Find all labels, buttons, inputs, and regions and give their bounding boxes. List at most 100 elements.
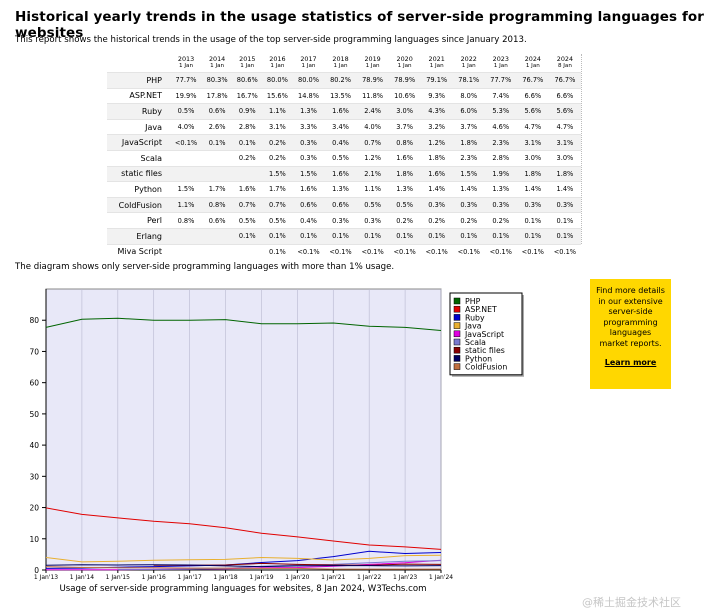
usage-value: <0.1%	[553, 247, 577, 256]
plot-area	[45, 288, 442, 571]
usage-value: 14.8%	[298, 91, 319, 100]
language-name: JavaScript	[107, 134, 170, 151]
legend-swatch	[453, 314, 461, 321]
column-date: 8 Jan	[557, 63, 572, 69]
legend-swatch	[453, 363, 461, 370]
usage-value: 0.3%	[364, 216, 381, 225]
usage-value: 3.0%	[556, 154, 574, 163]
column-date: 1 Jan	[461, 63, 476, 69]
usage-value: 3.7%	[460, 123, 478, 132]
usage-value: <0.1%	[329, 247, 352, 256]
language-name: Ruby	[107, 103, 170, 120]
column-year: 2015	[239, 55, 256, 63]
usage-value: 1.2%	[420, 134, 453, 151]
year-column-header: 2024 8 Jan	[549, 54, 581, 73]
usage-value	[202, 166, 233, 182]
learn-more-link[interactable]: Learn more	[604, 357, 657, 367]
usage-value: <0.1%	[457, 247, 480, 256]
usage-value: 1.8%	[548, 166, 581, 182]
x-tick-label: 1 Jan'14	[70, 574, 94, 581]
usage-value: 76.7%	[516, 72, 549, 89]
table-row: Java 4.0% 2.6% 2.8% 3.1% 3.3% 3.4% 4.0% 3.7% 3.2%…	[107, 119, 581, 135]
series-line-java	[45, 554, 442, 563]
column-date: 1 Jan	[301, 63, 316, 69]
intro-text: This report shows the historical trends …	[15, 35, 527, 45]
usage-value: 0.1%	[548, 228, 581, 245]
language-name: Perl	[147, 216, 162, 226]
usage-value: 2.3%	[460, 154, 478, 163]
usage-value: 4.0%	[177, 123, 195, 132]
usage-value: 0.3%	[332, 216, 349, 225]
usage-value: 4.7%	[556, 123, 574, 132]
table-row: static files 1.5% 1.5% 1.6% 2.1% 1.8% 1.6% 1.5%…	[107, 166, 581, 182]
usage-value: 0.1%	[388, 228, 421, 245]
usage-value: 0.6%	[208, 216, 226, 225]
usage-value: 1.5%	[262, 166, 293, 182]
usage-value: 1.6%	[300, 185, 317, 194]
x-tick-label: 1 Jan'16	[142, 574, 166, 581]
usage-value: 1.3%	[332, 185, 349, 194]
year-column-header: 2013 1 Jan	[170, 54, 202, 73]
table-row: PHP 77.7% 80.3% 80.6% 80.0% 80.0% 80.2% 78.9% 78…	[107, 72, 581, 89]
column-year: 2024	[524, 55, 541, 63]
column-date: 1 Jan	[179, 63, 193, 69]
usage-value	[170, 228, 203, 245]
usage-value: 11.8%	[362, 91, 384, 100]
language-name: Java	[145, 122, 162, 132]
series-line-php	[45, 317, 442, 331]
usage-value: 17.8%	[206, 91, 228, 100]
x-tick-label: 1 Jan'13	[34, 574, 58, 581]
language-name: ASP.NET	[129, 91, 162, 101]
usage-value	[170, 166, 203, 182]
usage-value: 3.3%	[300, 123, 317, 132]
usage-value: 1.3%	[396, 185, 414, 194]
y-tick-label: 40	[29, 441, 39, 450]
legend-swatch	[453, 322, 461, 329]
usage-value: 3.0%	[388, 103, 421, 120]
usage-value: 78.9%	[356, 72, 389, 89]
table-body: PHP 77.7% 80.3% 80.6% 80.0% 80.0% 80.2% 78.9% 78…	[107, 72, 581, 260]
column-date: 1 Jan	[333, 63, 348, 69]
y-tick-label: 80	[29, 316, 39, 325]
usage-value: 78.1%	[452, 72, 485, 89]
usage-value: 9.3%	[428, 91, 446, 100]
usage-value: 4.0%	[364, 123, 381, 132]
reports-ad-box[interactable]: Find more details in our extensive serve…	[590, 279, 671, 389]
usage-value: <0.1%	[297, 247, 320, 256]
usage-table: 2013 1 Jan 2014 1 Jan 2015 1 Jan 2016 1 Jan 2017…	[107, 54, 581, 259]
usage-value: 0.3%	[452, 197, 485, 213]
column-date: 1 Jan	[493, 63, 508, 69]
legend-swatch	[453, 346, 461, 354]
x-tick-label: 1 Jan'23	[393, 574, 417, 581]
usage-value	[202, 150, 232, 166]
usage-value: 7.4%	[492, 91, 510, 100]
column-year: 2023	[492, 55, 509, 63]
usage-value: 0.2%	[396, 216, 414, 225]
usage-value: 0.3%	[300, 154, 317, 163]
language-name: Python	[134, 184, 162, 194]
column-date: 1 Jan	[365, 63, 380, 69]
usage-value: 1.3%	[492, 185, 510, 194]
year-column-header: 2014 1 Jan	[202, 54, 232, 73]
usage-value: <0.1%	[393, 247, 416, 256]
column-year: 2019	[364, 55, 381, 63]
legend-swatch	[453, 338, 461, 346]
y-tick-label: 50	[29, 410, 39, 419]
usage-value: 80.2%	[324, 72, 357, 89]
usage-value	[170, 150, 202, 166]
year-column-header: 2016 1 Jan	[262, 54, 292, 73]
column-year: 2013	[177, 55, 195, 63]
table-row: Scala 0.2% 0.2% 0.3% 0.5% 1.2% 1.6% 1.8% 2.3% 2.8…	[107, 150, 581, 166]
usage-value: 1.8%	[388, 166, 421, 182]
y-tick-label: 60	[29, 379, 39, 388]
table-row: JavaScript <0.1% 0.1% 0.1% 0.2% 0.3% 0.4% 0.7% 0…	[107, 134, 581, 151]
chart-caption: Usage of server-side programming languag…	[60, 584, 427, 594]
usage-value: 3.0%	[524, 154, 542, 163]
usage-value: 1.6%	[420, 166, 453, 182]
language-name: ColdFusion	[107, 197, 170, 213]
year-column-header: 2015 1 Jan	[232, 54, 262, 73]
usage-value: 2.6%	[208, 123, 226, 132]
usage-value	[232, 244, 262, 259]
x-tick-label: 1 Jan'22	[357, 574, 381, 581]
usage-value: 1.8%	[452, 134, 485, 151]
